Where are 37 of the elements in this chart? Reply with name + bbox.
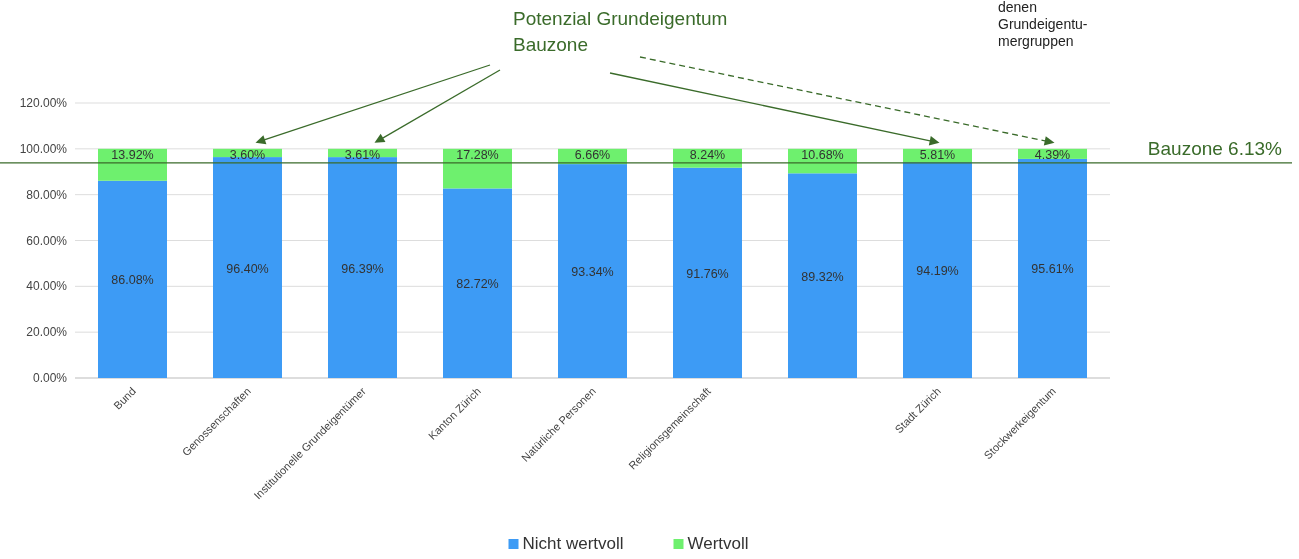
- data-label: 91.76%: [686, 266, 729, 281]
- data-label: 93.34%: [571, 265, 614, 280]
- y-tick-label: 40.00%: [26, 279, 68, 294]
- bar: [903, 162, 972, 378]
- bar: [213, 157, 282, 378]
- data-label: 6.66%: [574, 147, 611, 162]
- bar: [673, 167, 742, 378]
- data-label: 96.39%: [341, 261, 384, 276]
- data-label: 5.81%: [919, 147, 956, 162]
- y-tick-label: 60.00%: [26, 233, 68, 248]
- bar: [788, 173, 857, 378]
- data-label: 8.24%: [689, 147, 726, 162]
- data-label: 89.32%: [801, 269, 844, 284]
- bar: [558, 164, 627, 378]
- text: denen Grundeigentu- mergruppen: [998, 0, 1088, 49]
- data-label: 13.92%: [111, 147, 154, 162]
- legend-label: Nicht wertvoll: [522, 534, 624, 553]
- y-tick-label: 80.00%: [26, 187, 68, 202]
- text: Potenzial Grundeigentum Bauzone: [513, 8, 728, 55]
- data-label: 95.61%: [1031, 262, 1074, 277]
- ref-line-label: Bauzone 6.13%: [1147, 137, 1283, 159]
- data-label: 4.39%: [1034, 147, 1071, 162]
- bar: [443, 188, 512, 378]
- y-tick-label: 0.00%: [32, 371, 68, 385]
- data-label: 17.28%: [456, 147, 499, 162]
- data-label: 96.40%: [226, 261, 269, 276]
- legend-label: Wertvoll: [687, 534, 749, 553]
- bar: [328, 157, 397, 378]
- bar: [98, 180, 167, 378]
- data-label: 86.08%: [111, 273, 154, 288]
- data-label: 10.68%: [801, 147, 844, 162]
- y-tick-label: 100.00%: [19, 141, 68, 156]
- bar: [1018, 158, 1087, 378]
- data-label: 94.19%: [916, 264, 959, 279]
- data-label: 82.72%: [456, 277, 499, 292]
- y-tick-label: 120.00%: [19, 96, 68, 110]
- y-tick-label: 20.00%: [26, 325, 68, 340]
